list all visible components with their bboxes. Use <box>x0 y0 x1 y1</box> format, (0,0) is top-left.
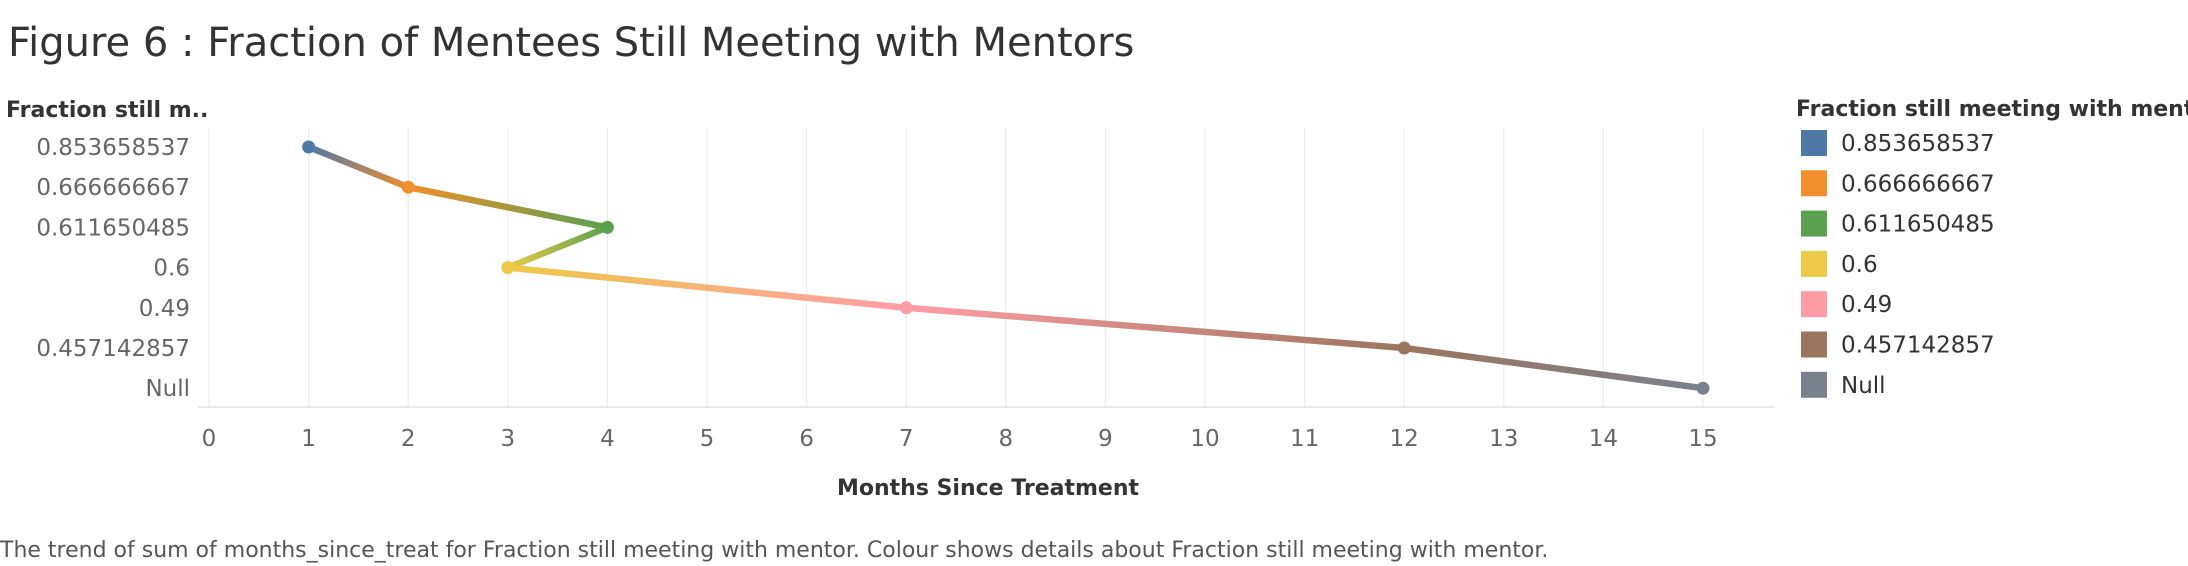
legend-item[interactable]: 0.6 <box>1801 250 1878 278</box>
data-point[interactable] <box>1397 341 1411 355</box>
x-axis-title: Months Since Treatment <box>837 476 1140 501</box>
y-tick-label: 0.6 <box>153 256 190 282</box>
legend-item[interactable]: 0.611650485 <box>1801 210 1995 238</box>
x-tick-label: 2 <box>401 426 416 452</box>
legend-item[interactable]: 0.853658537 <box>1801 130 1995 157</box>
legend-swatch <box>1801 170 1827 197</box>
legend-item[interactable]: 0.666666667 <box>1801 170 1995 197</box>
y-tick-label: Null <box>145 376 190 402</box>
y-tick-label: 0.457142857 <box>36 336 190 362</box>
line-segment <box>305 143 412 191</box>
x-tick-label: 6 <box>799 426 814 452</box>
x-tick-label: 12 <box>1390 426 1419 452</box>
x-tick-label: 5 <box>700 426 715 452</box>
legend-label: 0.6 <box>1841 252 1878 278</box>
legend-label: Null <box>1841 373 1886 399</box>
legend-swatch <box>1801 371 1827 398</box>
x-tick-label: 15 <box>1688 426 1717 452</box>
series-points <box>302 140 1710 395</box>
legend-swatch <box>1801 331 1827 358</box>
data-point[interactable] <box>401 180 415 194</box>
x-tick-label: 3 <box>500 426 515 452</box>
line-segment <box>504 264 910 312</box>
data-point[interactable] <box>899 301 913 315</box>
y-tick-label: 0.666666667 <box>36 175 190 201</box>
line-segment <box>902 304 1408 352</box>
x-tick-label: 13 <box>1489 426 1518 452</box>
legend-swatch <box>1801 250 1827 277</box>
y-tick-label: 0.853658537 <box>36 135 190 161</box>
line-segment <box>404 183 611 231</box>
legend-swatch <box>1801 210 1827 237</box>
legend-title: Fraction still meeting with mentor <box>1796 97 2188 122</box>
legend-label: 0.666666667 <box>1841 171 1995 197</box>
chart-title: Figure 6 : Fraction of Mentees Still Mee… <box>8 20 1134 66</box>
x-tick-label: 1 <box>301 426 316 452</box>
y-tick-label: 0.611650485 <box>36 215 190 241</box>
x-tick-label: 4 <box>600 426 615 452</box>
legend-label: 0.611650485 <box>1841 212 1995 238</box>
x-tick-label: 11 <box>1290 426 1319 452</box>
series-line <box>305 143 1707 392</box>
legend-label: 0.457142857 <box>1841 333 1995 359</box>
x-axis-ticks: 0 1 2 3 4 5 6 7 8 9 10 11 12 13 14 15 <box>202 426 1718 452</box>
chart-caption: The trend of sum of months_since_treat f… <box>0 538 1548 563</box>
x-tick-label: 14 <box>1589 426 1618 452</box>
data-point[interactable] <box>600 220 614 234</box>
x-tick-label: 7 <box>899 426 914 452</box>
legend-swatch <box>1801 291 1827 318</box>
legend: Fraction still meeting with mentor 0.853… <box>1796 97 2188 399</box>
x-tick-label: 10 <box>1190 426 1219 452</box>
x-tick-label: 8 <box>998 426 1013 452</box>
data-point[interactable] <box>1696 381 1710 395</box>
legend-item[interactable]: Null <box>1801 371 1886 399</box>
legend-label: 0.49 <box>1841 292 1892 318</box>
y-axis-ticks: 0.853658537 0.666666667 0.611650485 0.6 0.49… <box>36 135 190 402</box>
legend-label: 0.853658537 <box>1841 131 1995 157</box>
data-point[interactable] <box>302 140 316 154</box>
legend-swatch <box>1801 130 1827 156</box>
x-tick-label: 0 <box>202 426 217 452</box>
legend-item[interactable]: 0.457142857 <box>1801 331 1995 359</box>
line-segment <box>1400 344 1707 392</box>
data-point[interactable] <box>501 261 515 275</box>
y-axis-title: Fraction still m.. <box>6 98 208 123</box>
x-tick-label: 9 <box>1098 426 1113 452</box>
legend-item[interactable]: 0.49 <box>1801 291 1892 318</box>
line-segment <box>504 224 611 271</box>
y-tick-label: 0.49 <box>139 296 190 322</box>
